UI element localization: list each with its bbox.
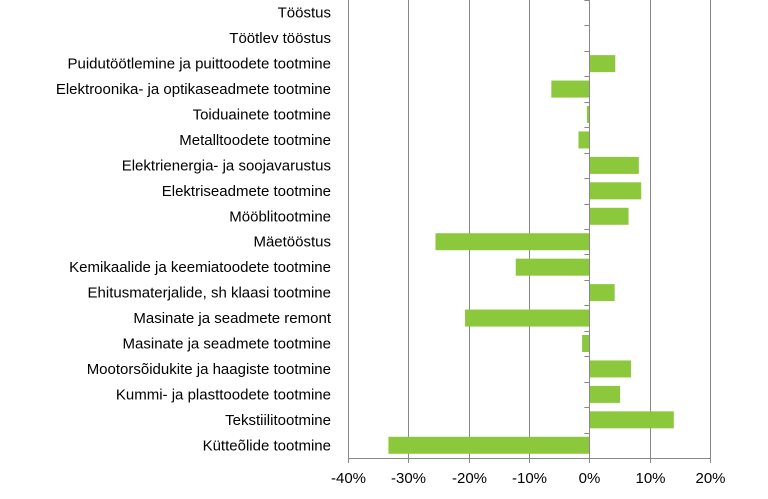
category-label: Elektrienergia- ja soojavarustus <box>122 157 331 174</box>
category-label: Tekstiilitootmine <box>225 412 331 429</box>
bar <box>589 385 621 403</box>
bar <box>589 55 616 73</box>
x-tick-labels: -40% -30% -20% -10% 0% 10% 20% <box>331 470 726 487</box>
category-label: Töötlev tööstus <box>229 30 331 47</box>
gridlines <box>348 0 711 458</box>
category-label: Mäetööstus <box>253 234 331 251</box>
category-label: Metalltoodete tootmine <box>179 132 331 149</box>
bar <box>589 207 629 225</box>
category-label: Elektroonika- ja optikaseadmete tootmine <box>56 81 331 98</box>
x-tick-label: -40% <box>331 470 366 487</box>
bar <box>578 131 590 149</box>
bar <box>586 106 590 123</box>
category-label: Kummi- ja plasttoodete tootmine <box>116 386 331 403</box>
x-tick-label: 10% <box>635 470 665 487</box>
category-label: Tööstus <box>278 5 331 22</box>
bar <box>515 258 590 276</box>
x-tick-label: 0% <box>579 470 601 487</box>
bar <box>388 436 590 454</box>
category-label: Mootorsõidukite ja haagiste tootmine <box>87 361 331 378</box>
x-tick-label: -30% <box>391 470 426 487</box>
bar <box>551 80 590 98</box>
bars <box>388 55 674 454</box>
category-label: Kütteõlide tootmine <box>203 437 331 454</box>
axes <box>348 0 711 463</box>
x-tick-label: 20% <box>695 470 725 487</box>
category-label: Toiduainete tootmine <box>193 107 331 124</box>
bar <box>465 309 590 327</box>
bar <box>435 233 590 251</box>
category-label: Elektriseadmete tootmine <box>162 183 331 200</box>
bar <box>589 156 639 174</box>
category-label: Puidutöötlemine ja puittoodete tootmine <box>67 56 331 73</box>
category-label: Kemikaalide ja keemiatoodete tootmine <box>69 259 331 276</box>
bar <box>589 284 615 302</box>
category-label: Ehitusmaterjalide, sh klaasi tootmine <box>88 285 331 302</box>
category-labels: Tööstus Töötlev tööstus Puidutöötlemine ja… <box>56 5 332 455</box>
category-label: Masinate ja seadmete tootmine <box>123 336 331 353</box>
bar <box>589 411 674 429</box>
category-label: Masinate ja seadmete remont <box>133 310 331 327</box>
bar <box>589 182 642 200</box>
category-label: Mööblitootmine <box>229 208 331 225</box>
bar <box>589 360 631 378</box>
x-tick-label: -20% <box>452 470 487 487</box>
x-tick-label: -10% <box>512 470 547 487</box>
bar <box>582 335 590 352</box>
